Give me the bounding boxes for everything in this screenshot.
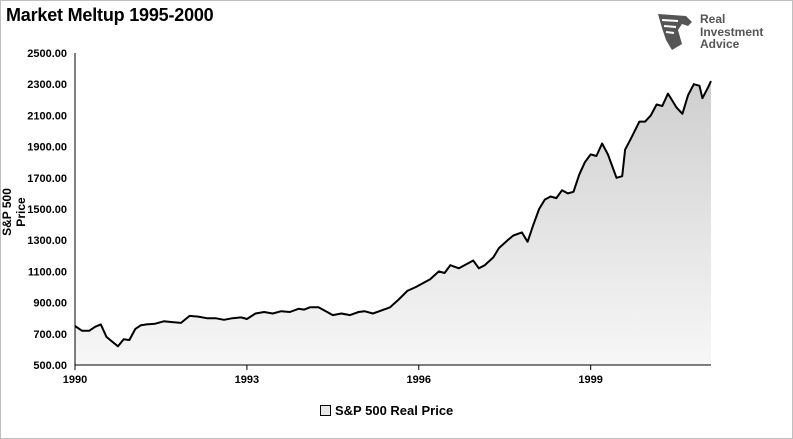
y-tick-label: 1900.00 [27, 142, 67, 154]
y-tick-label: 1500.00 [27, 204, 67, 216]
y-tick-label: 900.00 [33, 298, 67, 310]
logo-text: Real Investment Advice [700, 13, 763, 51]
x-tick-label: 1993 [235, 374, 259, 386]
legend-swatch [320, 405, 331, 416]
y-tick-label: 2100.00 [27, 110, 67, 122]
legend: S&P 500 Real Price [320, 403, 453, 418]
logo-line-3: Advice [700, 37, 740, 51]
series-line [74, 80, 712, 348]
x-tick-label: 1999 [578, 374, 602, 386]
chart-title: Market Meltup 1995-2000 [6, 5, 214, 25]
y-tick-label: 1700.00 [27, 173, 67, 185]
logo-line-2: Investment [700, 24, 764, 39]
eagle-head-icon [658, 14, 692, 50]
x-tick-label: 1990 [63, 374, 87, 386]
y-tick-label: 1100.00 [28, 266, 67, 278]
y-tick-label: 1300.00 [27, 235, 67, 247]
y-tick-label: 700.00 [33, 329, 67, 341]
y-tick-label: 500.00 [33, 360, 67, 372]
y-tick-label: 2300.00 [27, 79, 67, 91]
series-area [75, 81, 711, 365]
x-tick-label: 1996 [407, 374, 431, 386]
logo-line-1: Real [700, 12, 726, 26]
legend-label: S&P 500 Real Price [335, 403, 454, 418]
y-tick-label: 2500.00 [27, 48, 67, 60]
